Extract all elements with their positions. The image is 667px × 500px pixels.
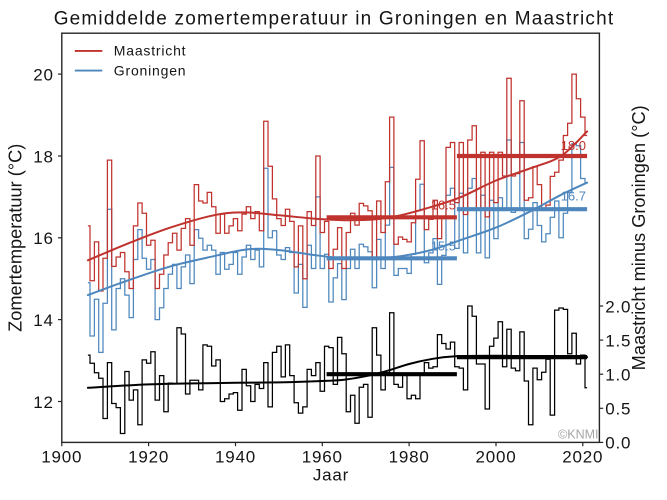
svg-text:1.0: 1.0 bbox=[605, 366, 631, 385]
svg-text:16.7: 16.7 bbox=[561, 189, 586, 204]
svg-text:14: 14 bbox=[33, 311, 54, 330]
svg-text:Maastricht minus Groningen (°C: Maastricht minus Groningen (°C) bbox=[629, 105, 649, 370]
svg-text:1940: 1940 bbox=[215, 447, 256, 466]
svg-text:2000: 2000 bbox=[475, 447, 516, 466]
svg-text:Jaar: Jaar bbox=[313, 466, 349, 485]
svg-text:1900: 1900 bbox=[41, 447, 82, 466]
svg-text:Maastricht: Maastricht bbox=[114, 43, 187, 59]
svg-text:2.0: 2.0 bbox=[605, 297, 631, 316]
svg-text:Zomertemperatuur (°C): Zomertemperatuur (°C) bbox=[6, 144, 26, 332]
svg-text:1980: 1980 bbox=[389, 447, 430, 466]
svg-text:20: 20 bbox=[33, 65, 54, 84]
svg-text:2020: 2020 bbox=[562, 447, 603, 466]
svg-text:Gemiddelde zomertemperatuur in: Gemiddelde zomertemperatuur in Groningen… bbox=[54, 9, 615, 30]
svg-text:0.5: 0.5 bbox=[605, 400, 631, 419]
svg-text:15.5: 15.5 bbox=[431, 239, 456, 254]
svg-text:1.5: 1.5 bbox=[605, 331, 631, 350]
svg-text:16: 16 bbox=[33, 229, 54, 248]
svg-text:1920: 1920 bbox=[128, 447, 169, 466]
svg-text:16.5: 16.5 bbox=[431, 198, 456, 213]
svg-text:18: 18 bbox=[33, 147, 54, 166]
svg-text:1960: 1960 bbox=[302, 447, 343, 466]
svg-text:0.0: 0.0 bbox=[605, 434, 631, 453]
svg-text:Groningen: Groningen bbox=[114, 62, 187, 78]
svg-text:18.0: 18.0 bbox=[561, 138, 586, 153]
svg-text:©KNMI: ©KNMI bbox=[558, 428, 598, 442]
svg-text:12: 12 bbox=[33, 393, 54, 412]
